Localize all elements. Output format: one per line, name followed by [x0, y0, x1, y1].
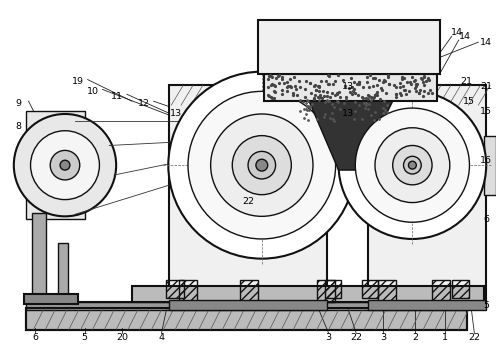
Text: 1: 1 — [442, 333, 448, 342]
Bar — [432, 280, 450, 302]
Text: 12: 12 — [138, 99, 149, 108]
Bar — [26, 308, 466, 329]
Bar — [166, 280, 184, 298]
Bar — [26, 111, 85, 219]
Text: 15: 15 — [480, 106, 492, 116]
Circle shape — [30, 131, 100, 200]
Circle shape — [404, 156, 421, 174]
Bar — [472, 146, 484, 185]
Text: 8: 8 — [16, 122, 22, 131]
Text: 13: 13 — [342, 108, 354, 118]
Text: 21: 21 — [460, 77, 472, 86]
Text: 14: 14 — [450, 28, 462, 37]
Text: 6: 6 — [32, 333, 38, 342]
Text: 3: 3 — [380, 333, 386, 342]
Text: 15: 15 — [462, 97, 474, 106]
Bar — [258, 20, 440, 74]
Circle shape — [232, 136, 292, 195]
Circle shape — [392, 146, 432, 185]
Text: 5: 5 — [82, 333, 87, 342]
Bar — [484, 136, 496, 195]
Bar — [179, 280, 197, 302]
Bar — [32, 214, 46, 302]
Circle shape — [188, 91, 336, 239]
Text: 11: 11 — [111, 92, 123, 101]
Text: 14: 14 — [480, 38, 492, 47]
Text: 20: 20 — [116, 333, 128, 342]
Text: 19: 19 — [72, 77, 84, 86]
Text: 22: 22 — [350, 333, 362, 342]
Bar — [26, 308, 466, 329]
Text: 4: 4 — [158, 333, 164, 342]
Bar — [368, 300, 486, 310]
Circle shape — [248, 152, 276, 179]
Text: 16: 16 — [480, 156, 492, 165]
Bar — [317, 280, 334, 302]
Circle shape — [14, 114, 116, 216]
Text: 13: 13 — [342, 82, 354, 91]
Circle shape — [356, 108, 470, 222]
Bar — [24, 294, 78, 304]
Text: 9: 9 — [16, 99, 22, 108]
Circle shape — [375, 128, 450, 203]
Polygon shape — [264, 74, 437, 101]
Bar — [452, 280, 469, 298]
Bar — [240, 280, 258, 302]
Text: 21: 21 — [480, 82, 492, 91]
Circle shape — [60, 160, 70, 170]
Text: 5: 5 — [483, 301, 489, 310]
Bar — [368, 85, 486, 302]
Bar — [325, 280, 340, 298]
Text: 13: 13 — [170, 108, 182, 118]
Text: 22: 22 — [242, 197, 254, 206]
Text: 3: 3 — [326, 333, 332, 342]
Text: 2: 2 — [412, 333, 418, 342]
Text: 10: 10 — [86, 87, 99, 96]
Circle shape — [408, 161, 416, 169]
Polygon shape — [309, 101, 392, 170]
Bar — [132, 286, 484, 302]
Bar — [362, 280, 378, 298]
Text: 6: 6 — [483, 215, 489, 224]
Bar — [170, 85, 327, 302]
Bar — [170, 300, 327, 310]
Bar — [58, 243, 68, 302]
Bar — [378, 280, 396, 302]
Circle shape — [256, 159, 268, 171]
Circle shape — [50, 150, 80, 180]
Text: 22: 22 — [468, 333, 480, 342]
Bar — [26, 302, 466, 310]
Circle shape — [168, 72, 356, 259]
Text: 14: 14 — [458, 32, 470, 41]
Circle shape — [338, 91, 486, 239]
Circle shape — [210, 114, 313, 216]
